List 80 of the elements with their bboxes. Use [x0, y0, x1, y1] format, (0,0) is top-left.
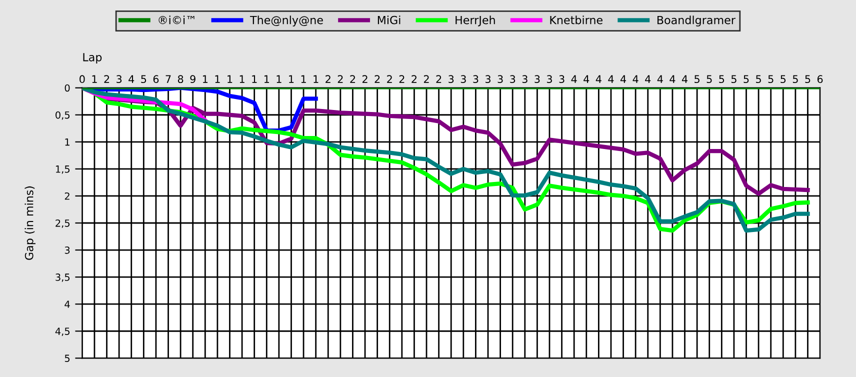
x-tick-label: 3	[510, 75, 516, 84]
x-tick-label: 1	[314, 75, 318, 83]
y-tick-label: 2,5	[56, 219, 70, 228]
legend-label: Boandlgramer	[657, 16, 736, 26]
legend-label: ®i©i™	[158, 16, 194, 24]
x-tick-label: 1	[252, 75, 257, 83]
y-tick-label: 5	[64, 354, 70, 362]
y-tick-label: 4	[64, 300, 70, 308]
x-tick-label: 3	[448, 75, 454, 84]
x-tick-label: 4	[128, 75, 134, 83]
x-tick-label: 5	[780, 75, 786, 84]
x-tick-label: 1	[301, 75, 306, 83]
x-tick-label: 1	[276, 75, 282, 83]
x-tick-label: 4	[620, 75, 626, 83]
x-tick-label: 1	[215, 75, 220, 83]
x-tick-label: 5	[141, 75, 146, 84]
x-tick-label: 3	[534, 75, 540, 84]
y-tick-label: 4,5	[55, 328, 70, 336]
x-tick-label: 2	[424, 75, 429, 83]
x-tick-label: 1	[240, 75, 244, 83]
x-tick-label: 1	[92, 75, 97, 83]
x-tick-label: 3	[473, 75, 478, 84]
x-tick-label: 2	[326, 75, 330, 83]
y-tick-label: 1	[65, 138, 70, 146]
x-tick-label: 2	[374, 75, 380, 83]
x-tick-label: 5	[792, 75, 798, 84]
x-tick-label: 3	[485, 75, 490, 84]
x-tick-label: 2	[104, 75, 110, 83]
x-tick-label: 1	[289, 75, 294, 83]
x-axis-title: Lap	[83, 53, 102, 64]
x-tick-label: 2	[436, 75, 442, 83]
x-tick-label: 5	[744, 75, 749, 84]
x-tick-label: 3	[498, 75, 503, 84]
x-tick-label: 3	[522, 75, 528, 84]
x-tick-label: 6	[153, 75, 159, 84]
x-tick-label: 2	[399, 75, 404, 83]
y-tick-label: 0,5	[56, 111, 70, 120]
x-tick-label: 5	[805, 75, 810, 84]
x-tick-label: 2	[350, 75, 355, 83]
x-tick-label: 3	[460, 75, 466, 84]
x-tick-label: 4	[596, 75, 602, 83]
x-tick-label: 4	[632, 75, 638, 83]
x-tick-label: 4	[645, 75, 651, 83]
x-tick-label: 4	[682, 75, 688, 83]
legend-label: HerrJeh	[456, 16, 495, 26]
x-tick-label: 8	[178, 75, 184, 84]
y-axis-title: Gap (in mins)	[24, 186, 36, 260]
x-tick-label: 3	[546, 75, 552, 84]
legend-label: Knetbirne	[550, 16, 602, 24]
x-tick-label: 0	[80, 75, 85, 84]
y-tick-label: 3	[64, 246, 70, 254]
x-tick-label: 5	[694, 75, 700, 84]
x-tick-label: 5	[719, 75, 724, 84]
x-tick-label: 2	[387, 75, 392, 83]
y-tick-label: 3,5	[56, 274, 70, 282]
x-tick-label: 5	[706, 75, 712, 84]
x-tick-label: 5	[731, 75, 736, 84]
legend-label: The@nly@ne	[250, 16, 323, 26]
x-tick-label: 2	[362, 75, 368, 83]
x-tick-label: 3	[559, 75, 564, 84]
x-tick-label: 1	[264, 75, 269, 83]
x-tick-label: 6	[817, 75, 823, 84]
x-tick-label: 5	[768, 75, 774, 84]
x-tick-label: 4	[584, 75, 590, 83]
x-tick-label: 1	[228, 75, 232, 83]
x-tick-label: 4	[571, 75, 577, 83]
x-tick-label: 4	[608, 75, 614, 83]
y-tick-label: 0	[64, 84, 70, 92]
legend-label: MiGi	[378, 16, 400, 24]
y-tick-label: 2	[64, 192, 70, 200]
x-tick-label: 3	[116, 75, 122, 84]
x-tick-label: 1	[202, 75, 208, 83]
x-tick-label: 4	[657, 75, 663, 83]
x-tick-label: 2	[338, 75, 343, 83]
x-tick-label: 5	[756, 75, 761, 84]
y-tick-label: 1,5	[56, 166, 70, 174]
x-tick-label: 7	[166, 75, 171, 83]
x-tick-label: 4	[670, 75, 676, 83]
x-tick-label: 2	[412, 75, 416, 83]
x-tick-label: 9	[190, 75, 196, 84]
